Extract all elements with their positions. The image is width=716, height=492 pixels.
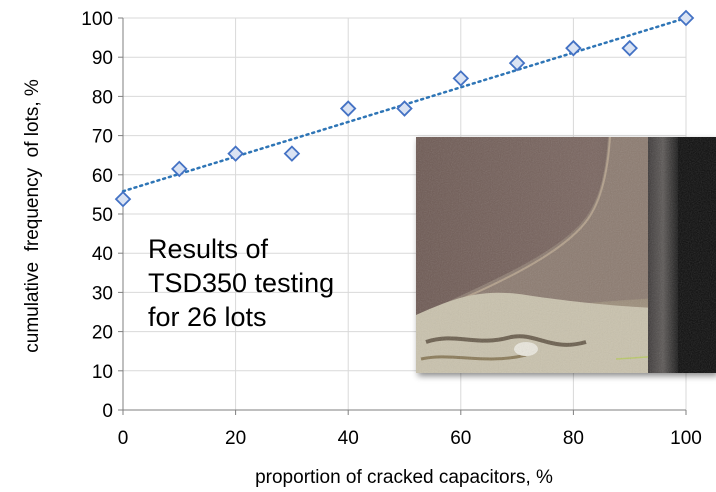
data-point-diamond bbox=[621, 39, 638, 57]
data-point-diamond bbox=[283, 145, 301, 162]
y-tick-label: 30 bbox=[92, 283, 113, 304]
y-tick-label: 10 bbox=[92, 362, 113, 383]
data-point-diamond bbox=[227, 145, 244, 162]
capacitor-crack-photo bbox=[416, 137, 716, 373]
data-point-diamond bbox=[114, 190, 132, 208]
axes bbox=[118, 17, 687, 415]
y-axis-title: cumulative frequency of lots, % bbox=[22, 79, 43, 353]
x-tick-label: 0 bbox=[118, 428, 129, 449]
annotation-line-3: for 26 lots bbox=[148, 302, 267, 332]
data-points bbox=[114, 9, 695, 208]
y-tick-label: 60 bbox=[92, 166, 113, 187]
x-tick-label: 80 bbox=[563, 428, 584, 449]
data-point-diamond bbox=[339, 100, 357, 117]
data-point-diamond bbox=[396, 100, 413, 117]
y-tick-label: 80 bbox=[92, 87, 113, 108]
tick-labels: 0 10 20 30 40 50 60 70 80 90 100 0 20 40 60 80 100 bbox=[81, 9, 702, 449]
x-tick-label: 40 bbox=[338, 428, 359, 449]
data-point-diamond bbox=[508, 54, 526, 72]
y-tick-label: 20 bbox=[92, 323, 113, 344]
y-tick-label: 40 bbox=[92, 244, 113, 265]
y-tick-label: 90 bbox=[92, 48, 113, 69]
y-tick-label: 0 bbox=[102, 401, 113, 422]
y-tick-label: 50 bbox=[92, 205, 113, 226]
data-point-diamond bbox=[171, 160, 188, 178]
x-tick-label: 20 bbox=[225, 428, 246, 449]
annotation-line-2: TSD350 testing bbox=[148, 268, 335, 298]
y-tick-label: 70 bbox=[92, 127, 113, 148]
annotation-line-1: Results of bbox=[148, 234, 269, 264]
x-tick-label: 60 bbox=[450, 428, 471, 449]
data-point-diamond bbox=[677, 9, 695, 27]
data-point-diamond bbox=[565, 39, 582, 57]
y-tick-label: 100 bbox=[81, 9, 113, 30]
x-tick-label: 100 bbox=[670, 428, 702, 449]
results-annotation: Results of TSD350 testing for 26 lots bbox=[148, 232, 418, 334]
data-point-diamond bbox=[452, 70, 470, 87]
x-axis-title: proportion of cracked capacitors, % bbox=[255, 467, 553, 488]
